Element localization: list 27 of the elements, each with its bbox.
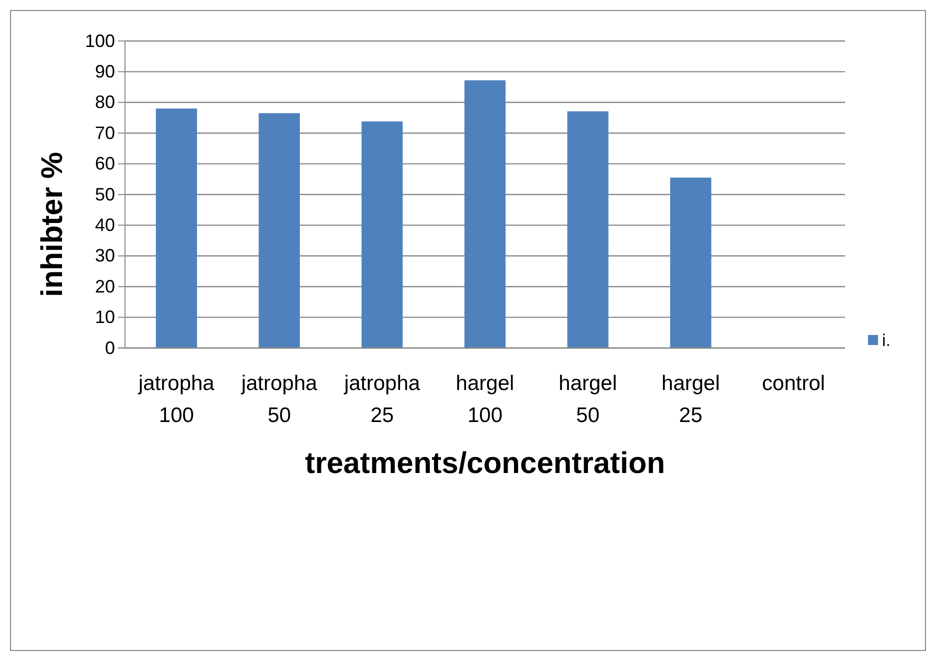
y-tick-label: 100 (84, 30, 115, 51)
y-tick-label: 40 (94, 214, 115, 235)
x-axis-title: treatments/concentration (304, 447, 666, 480)
y-tick-label: 60 (94, 154, 115, 174)
y-tick-label: 90 (94, 61, 115, 82)
x-tick-label: hargel 100 (456, 372, 514, 427)
legend-label: i. (882, 331, 890, 350)
y-tick-label: 70 (94, 122, 115, 143)
x-tick-label: jatropha 25 (343, 372, 420, 427)
x-tick-label: control (762, 372, 826, 395)
y-tick-label: 30 (94, 246, 115, 266)
bar (464, 80, 506, 348)
y-tick-label: 10 (94, 307, 115, 328)
x-tick-label: jatropha 50 (240, 372, 318, 427)
bar (670, 178, 712, 348)
y-tick-label: 0 (104, 338, 115, 358)
y-tick-label: 20 (94, 276, 115, 296)
x-tick-label: hargel 50 (558, 372, 618, 427)
y-axis-title: inhibter % (36, 152, 69, 298)
x-tick-label: hargel 25 (662, 372, 720, 427)
y-tick-label: 80 (94, 92, 115, 112)
bar (567, 111, 608, 348)
y-tick-label: 50 (94, 184, 115, 204)
bar (258, 113, 300, 348)
x-tick-label: jatropha 100 (137, 372, 215, 427)
bar (362, 121, 403, 348)
bar (156, 108, 197, 348)
